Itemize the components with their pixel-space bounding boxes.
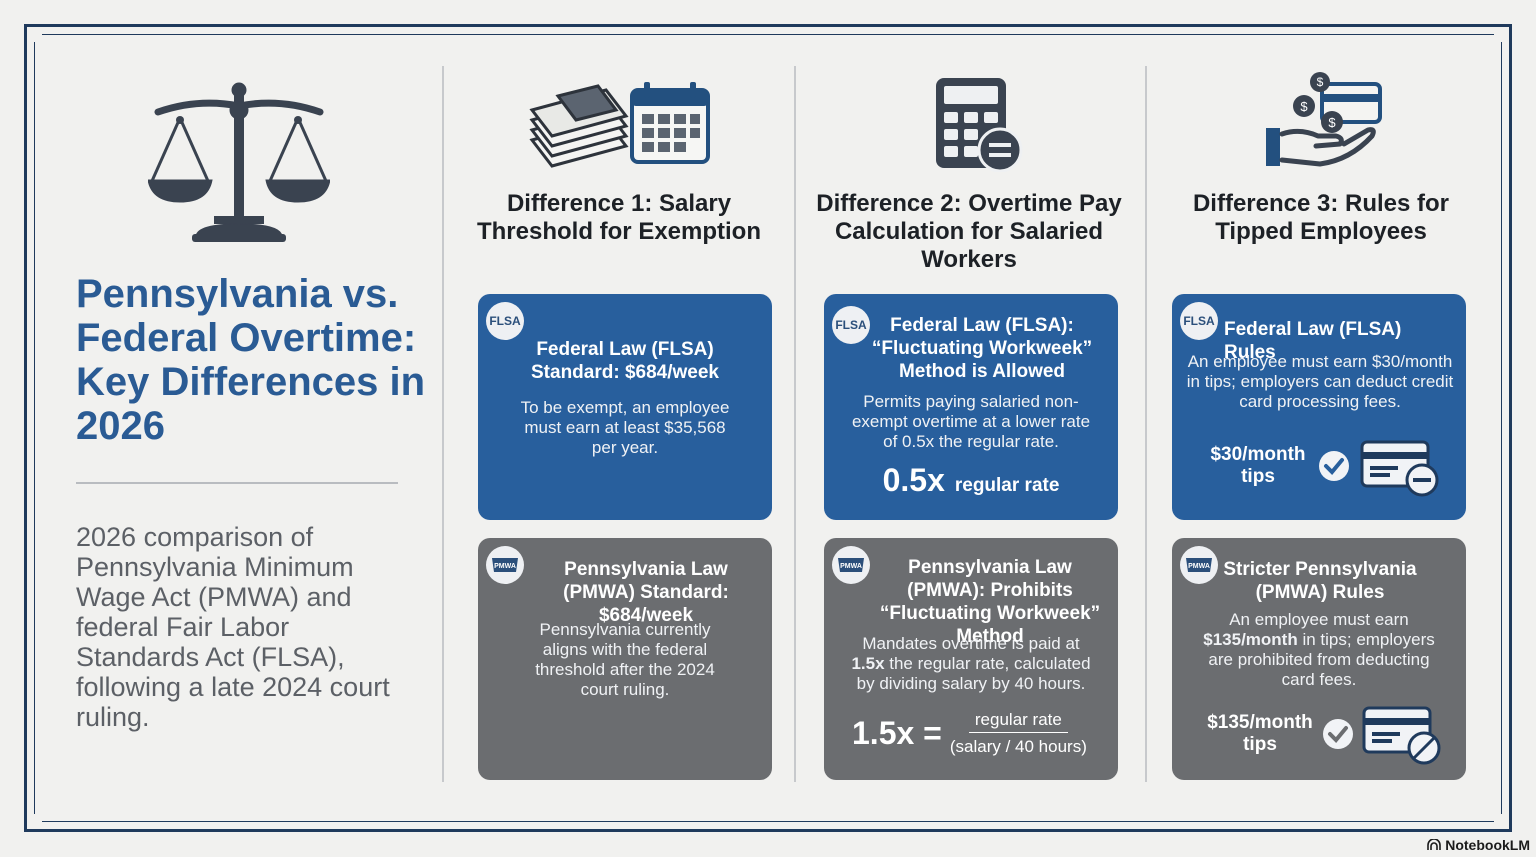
formula-multiplier: 0.5x: [882, 462, 945, 498]
hand-coins-card-icon: $ $ $: [1266, 72, 1382, 167]
footer-label: NotebookLM: [1445, 837, 1530, 853]
checkmark-icon: [1323, 719, 1353, 749]
credit-card-deduct-icon: [1360, 440, 1439, 497]
formula-label: regular rate: [954, 475, 1060, 496]
outer-frame: [24, 24, 1512, 832]
footer-brand: NotebookLM: [1427, 837, 1530, 853]
notebooklm-logo-icon: [1427, 839, 1442, 850]
card-title: Pennsylvania Law (PMWA): Prohibits “Fluc…: [879, 557, 1101, 647]
frame-corner: [1494, 24, 1512, 42]
federal-salary-card: FLSA Federal Law (FLSA) Standard: $684/w…: [478, 294, 772, 520]
column-divider: [1145, 66, 1147, 782]
frame-corner: [1494, 814, 1512, 832]
formula-fraction: regular rate (salary / 40 hours): [950, 710, 1087, 757]
page-subtitle: 2026 comparison of Pennsylvania Minimum …: [76, 522, 390, 732]
pennsylvania-tips-card: PMWA Stricter Pennsylvania (PMWA) Rules …: [1172, 538, 1466, 780]
pmwa-badge-text: PMWA: [1188, 563, 1210, 570]
credit-card-prohibited-icon: [1362, 706, 1441, 765]
card-title: Stricter Pennsylvania (PMWA) Rules: [1223, 559, 1417, 603]
pmwa-badge-text: PMWA: [840, 563, 862, 570]
body-text: An employee must earn: [1229, 610, 1409, 629]
card-body: An employee must earn $135/month in tips…: [1192, 610, 1446, 690]
body-text: Mandates overtime is paid at: [862, 634, 1080, 653]
pmwa-badge: PMWA: [486, 546, 524, 584]
pennsylvania-overtime-card: PMWA Pennsylvania Law (PMWA): Prohibits …: [824, 538, 1118, 780]
body-bold: $135/month: [1203, 630, 1298, 649]
money-calendar-icon: [529, 82, 710, 168]
card-body: Permits paying salaried non-exempt overt…: [851, 392, 1091, 451]
card-body: An employee must earn $30/month in tips;…: [1186, 352, 1454, 411]
formula-numerator: regular rate: [968, 710, 1068, 733]
flsa-badge: FLSA: [832, 306, 870, 344]
body-text: the regular rate, calculated by dividing…: [856, 654, 1091, 693]
federal-tips-card: FLSA Federal Law (FLSA) Rules An employe…: [1172, 294, 1466, 520]
card-body: Mandates overtime is paid at 1.5x the re…: [844, 634, 1098, 694]
divider: [76, 482, 398, 484]
body-bold: 1.5x: [851, 654, 885, 673]
difference-1-heading: Difference 1: Salary Threshold for Exemp…: [476, 190, 761, 245]
flsa-badge: FLSA: [1180, 302, 1218, 340]
column-divider: [442, 66, 444, 782]
svg-text:$: $: [1328, 115, 1336, 130]
page-title: Pennsylvania vs. Federal Overtime: Key D…: [76, 272, 426, 448]
formula-multiplier: 1.5x =: [852, 715, 942, 751]
checkmark-icon: [1319, 451, 1349, 481]
pmwa-badge: PMWA: [1180, 546, 1218, 584]
flsa-badge: FLSA: [486, 302, 524, 340]
federal-formula: 0.5x regular rate: [824, 462, 1118, 499]
federal-overtime-card: FLSA Federal Law (FLSA): “Fluctuating Wo…: [824, 294, 1118, 520]
card-body: To be exempt, an employee must earn at l…: [520, 398, 730, 457]
card-title: Federal Law (FLSA) Standard: $684/week: [531, 339, 719, 383]
body-text: in tips; employers are prohibited from d…: [1208, 630, 1435, 689]
card-title: Federal Law (FLSA) Rules: [1224, 319, 1402, 363]
column-divider: [794, 66, 796, 782]
pennsylvania-salary-card: PMWA Pennsylvania Law (PMWA) Standard: $…: [478, 538, 772, 780]
inner-frame: [34, 34, 1502, 822]
card-title: Federal Law (FLSA): “Fluctuating Workwee…: [871, 315, 1093, 382]
pmwa-badge-text: PMWA: [494, 563, 516, 570]
frame-corner: [24, 24, 42, 42]
pennsylvania-formula: 1.5x = regular rate (salary / 40 hours): [852, 710, 1087, 757]
svg-text:$: $: [1317, 75, 1324, 89]
card-body: Pennsylvania currently aligns with the f…: [535, 620, 715, 699]
tips-label: $135/month tips: [1207, 712, 1313, 755]
scales-of-justice-icon: [148, 82, 330, 242]
calculator-icon: [936, 78, 1023, 172]
card-title: Pennsylvania Law (PMWA) Standard: $684/w…: [563, 559, 729, 626]
difference-2-heading: Difference 2: Overtime Pay Calculation f…: [816, 190, 1122, 273]
formula-denominator: (salary / 40 hours): [949, 737, 1087, 756]
pmwa-badge: PMWA: [832, 546, 870, 584]
difference-3-heading: Difference 3: Rules for Tipped Employees: [1192, 190, 1450, 245]
frame-corner: [24, 814, 42, 832]
svg-text:$: $: [1300, 99, 1308, 114]
tips-label: $30/month tips: [1210, 444, 1306, 487]
